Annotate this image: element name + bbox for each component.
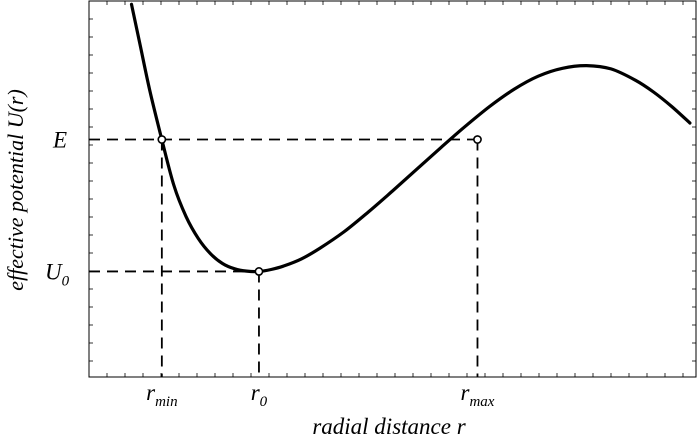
- r-0-point: [254, 267, 264, 276]
- markers: [157, 135, 482, 276]
- r-max-point: [473, 135, 482, 144]
- minimum-tick-label: U0: [45, 259, 70, 289]
- r-max-tick-label: rmax: [461, 380, 495, 410]
- axis-ticks: [89, 1, 696, 377]
- energy-tick-label: E: [52, 128, 67, 153]
- potential-curve: [129, 2, 692, 274]
- guide-lines: [89, 138, 479, 377]
- plot-frame: [88, 0, 697, 378]
- r-min-tick-label: rmin: [146, 380, 177, 410]
- r-0-tick-label: r0: [251, 380, 268, 410]
- x-axis-label: radial distance r: [312, 414, 466, 439]
- y-axis-label: effective potential U(r): [3, 89, 28, 291]
- tick-labels: E U0 rmin r0 rmax: [45, 128, 495, 410]
- r-min-point: [157, 135, 167, 144]
